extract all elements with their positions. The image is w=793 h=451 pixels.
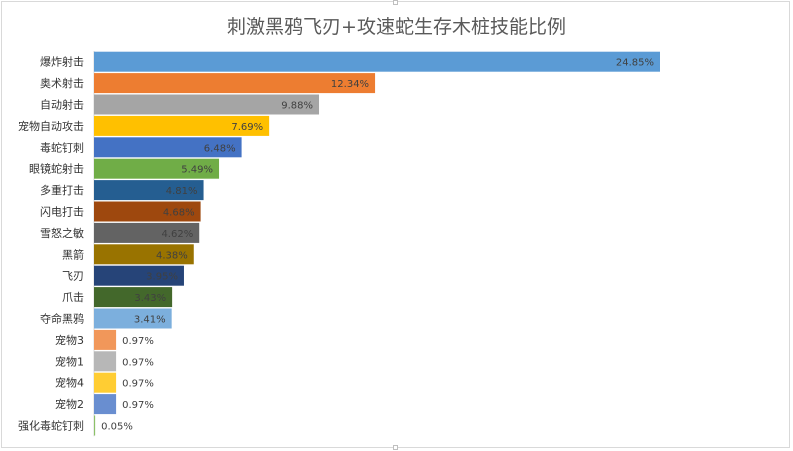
bar-13[interactable] (94, 308, 172, 329)
bar-9[interactable] (94, 222, 200, 243)
value-label-10: 4.38% (156, 250, 188, 261)
bar-10[interactable] (94, 244, 194, 265)
value-label-3: 9.88% (281, 101, 313, 112)
category-label-15: 宠物1 (55, 354, 84, 368)
value-label-18: 0.05% (101, 422, 133, 433)
category-label-4: 宠物自动攻击 (18, 119, 84, 133)
category-label-3: 自动射击 (40, 98, 84, 112)
category-label-2: 奥术射击 (40, 76, 84, 90)
category-label-6: 眼镜蛇射击 (29, 162, 84, 176)
category-label-1: 爆炸射击 (40, 55, 84, 69)
bar-14[interactable] (94, 329, 117, 350)
category-label-16: 宠物4 (55, 376, 84, 390)
value-label-13: 3.41% (134, 315, 166, 326)
bar-11[interactable] (94, 265, 184, 286)
bar-1[interactable] (94, 51, 660, 72)
value-label-6: 5.49% (181, 165, 213, 176)
bar-15[interactable] (94, 351, 117, 372)
category-label-18: 强化毒蛇钉刺 (18, 419, 84, 433)
value-label-1: 24.85% (616, 58, 654, 69)
category-label-17: 宠物2 (55, 397, 84, 411)
category-label-14: 宠物3 (55, 333, 84, 347)
value-label-2: 12.34% (331, 79, 369, 90)
value-label-4: 7.69% (231, 122, 263, 133)
bar-4[interactable] (94, 115, 270, 136)
bar-17[interactable] (94, 394, 117, 415)
bar-6[interactable] (94, 158, 220, 179)
bar-12[interactable] (94, 287, 173, 308)
bar-16[interactable] (94, 372, 117, 393)
bar-7[interactable] (94, 180, 204, 201)
bar-2[interactable] (94, 73, 376, 94)
category-label-12: 爪击 (62, 291, 84, 304)
value-label-17: 0.97% (122, 400, 154, 411)
category-label-13: 夺命黑鸦 (40, 312, 84, 326)
value-label-15: 0.97% (122, 357, 154, 368)
bar-3[interactable] (94, 94, 320, 115)
bar-18[interactable] (94, 415, 96, 436)
category-label-10: 黑箭 (62, 247, 84, 261)
bar-8[interactable] (94, 201, 201, 222)
value-label-16: 0.97% (122, 379, 154, 390)
category-label-7: 多重打击 (40, 183, 84, 197)
category-label-8: 闪电打击 (40, 205, 84, 219)
value-label-11: 3.95% (146, 272, 178, 283)
category-label-9: 雪怒之敏 (40, 226, 84, 240)
value-label-7: 4.81% (166, 186, 198, 197)
category-label-11: 飞刃 (62, 270, 84, 283)
resize-handle-bottom[interactable] (393, 445, 398, 450)
category-label-5: 毒蛇钉刺 (40, 140, 84, 154)
value-label-12: 3.43% (134, 293, 166, 304)
resize-handle-top[interactable] (393, 0, 398, 5)
chart-title: 刺激黑鸦飞刃+攻速蛇生存木桩技能比例 (227, 16, 566, 38)
value-label-8: 4.68% (163, 208, 195, 219)
bar-5[interactable] (94, 137, 242, 158)
value-label-9: 4.62% (161, 229, 193, 240)
value-label-5: 6.48% (204, 143, 236, 154)
value-label-14: 0.97% (122, 336, 154, 347)
